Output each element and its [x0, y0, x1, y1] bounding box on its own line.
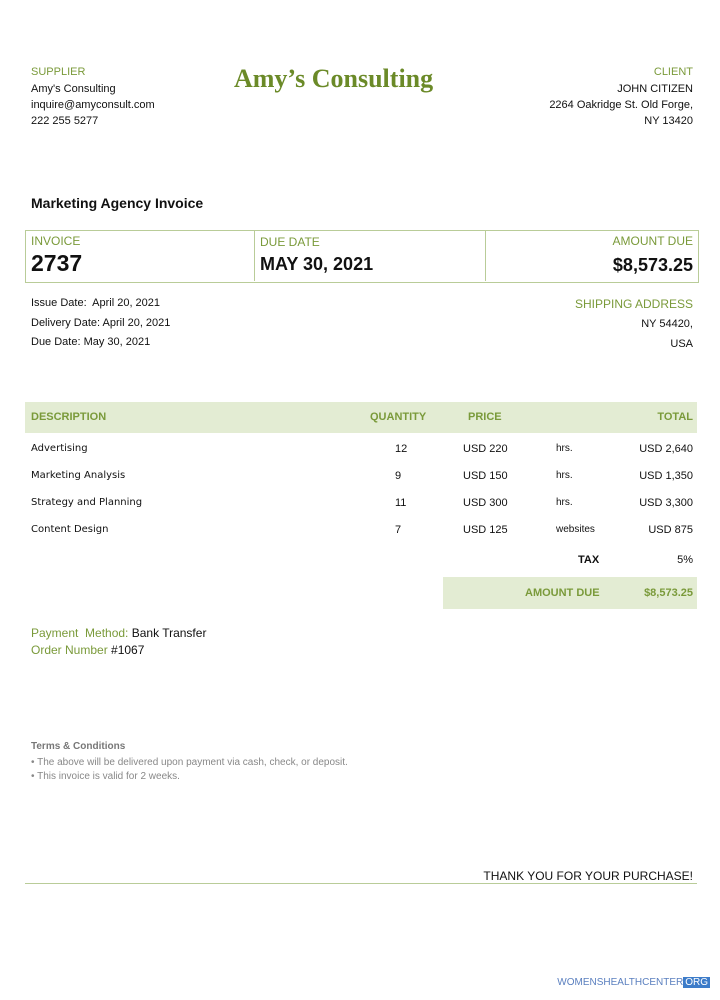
item-description: Strategy and Planning	[31, 497, 143, 508]
item-price: USD 220	[463, 443, 508, 455]
watermark: WOMENSHEALTHCENTER ORG	[557, 977, 710, 988]
item-quantity: 11	[395, 497, 407, 509]
amount-due-label: AMOUNT DUE	[612, 234, 693, 248]
client-address: NY 13420	[644, 115, 693, 127]
payment-label: Payment Method:	[31, 626, 129, 640]
item-unit: hrs.	[556, 497, 573, 508]
due-date-line: Due Date: May 30, 2021	[31, 336, 151, 348]
table-header	[25, 402, 697, 433]
th-total: TOTAL	[657, 411, 693, 423]
item-description: Advertising	[31, 443, 88, 454]
invoice-title: Marketing Agency Invoice	[31, 195, 204, 211]
payment: Payment Method: Bank Transfer	[31, 626, 206, 640]
amount-due: $8,573.25	[612, 255, 693, 275]
payment-value: Bank Transfer	[131, 626, 207, 640]
th-price: PRICE	[468, 411, 502, 423]
item-quantity: 9	[395, 470, 402, 482]
item-unit: hrs.	[556, 470, 573, 481]
tax-value: 5%	[677, 554, 693, 566]
item-description: Marketing Analysis	[31, 470, 126, 481]
order-value: #1067	[111, 643, 145, 657]
shipping-label: SHIPPING ADDRESS	[574, 297, 693, 311]
shipping-line: USA	[670, 338, 693, 350]
order-label: Order Number	[31, 643, 108, 657]
item-unit: websites	[556, 524, 595, 535]
item-total: USD 2,640	[639, 443, 693, 455]
watermark-text: WOMENSHEALTHCENTER	[557, 977, 684, 988]
total-label: AMOUNT DUE	[525, 587, 600, 599]
supplier-phone: 222 255 5277	[31, 115, 99, 127]
due-date-label: DUE DATE	[260, 235, 320, 249]
item-quantity: 12	[395, 443, 408, 455]
shipping-line: NY 54420,	[641, 318, 693, 330]
item-unit: hrs.	[556, 443, 573, 454]
thanks: THANK YOU FOR YOUR PURCHASE!	[483, 869, 693, 883]
supplier-email: inquire@amyconsult.com	[31, 99, 155, 111]
watermark-tld: ORG	[683, 977, 710, 988]
summary-box	[25, 230, 699, 283]
terms-item: • The above will be delivered upon payme…	[31, 757, 348, 768]
brand: Amy’s Consulting	[234, 64, 434, 93]
total-box	[443, 577, 697, 609]
item-description: Content Design	[31, 524, 109, 535]
item-quantity: 7	[395, 524, 402, 536]
total-value: $8,573.25	[644, 587, 693, 599]
footer-rule	[25, 883, 697, 884]
tax-label: TAX	[578, 554, 600, 566]
issue-date: Issue Date: April 20, 2021	[31, 297, 161, 309]
client-address: 2264 Oakridge St. Old Forge,	[549, 99, 693, 111]
th-description: DESCRIPTION	[31, 411, 107, 423]
item-total: USD 875	[648, 524, 693, 536]
item-price: USD 300	[463, 497, 508, 509]
terms-item: • This invoice is valid for 2 weeks.	[31, 771, 180, 782]
invoice-number: 2737	[31, 250, 83, 276]
th-quantity: QUANTITY	[370, 411, 427, 423]
terms-title: Terms & Conditions	[31, 741, 126, 752]
summary-divider	[254, 230, 486, 281]
item-price: USD 125	[463, 524, 508, 536]
item-total: USD 1,350	[639, 470, 693, 482]
item-total: USD 3,300	[639, 497, 693, 509]
delivery-date: Delivery Date: April 20, 2021	[31, 317, 171, 329]
item-price: USD 150	[463, 470, 508, 482]
due-date: MAY 30, 2021	[260, 254, 374, 274]
order: Order Number #1067	[31, 643, 144, 657]
invoice-label: INVOICE	[31, 234, 81, 248]
supplier-label: SUPPLIER	[31, 66, 86, 78]
client-label: CLIENT	[653, 66, 693, 78]
client-name: JOHN CITIZEN	[617, 83, 693, 95]
supplier-name: Amy's Consulting	[31, 83, 116, 95]
